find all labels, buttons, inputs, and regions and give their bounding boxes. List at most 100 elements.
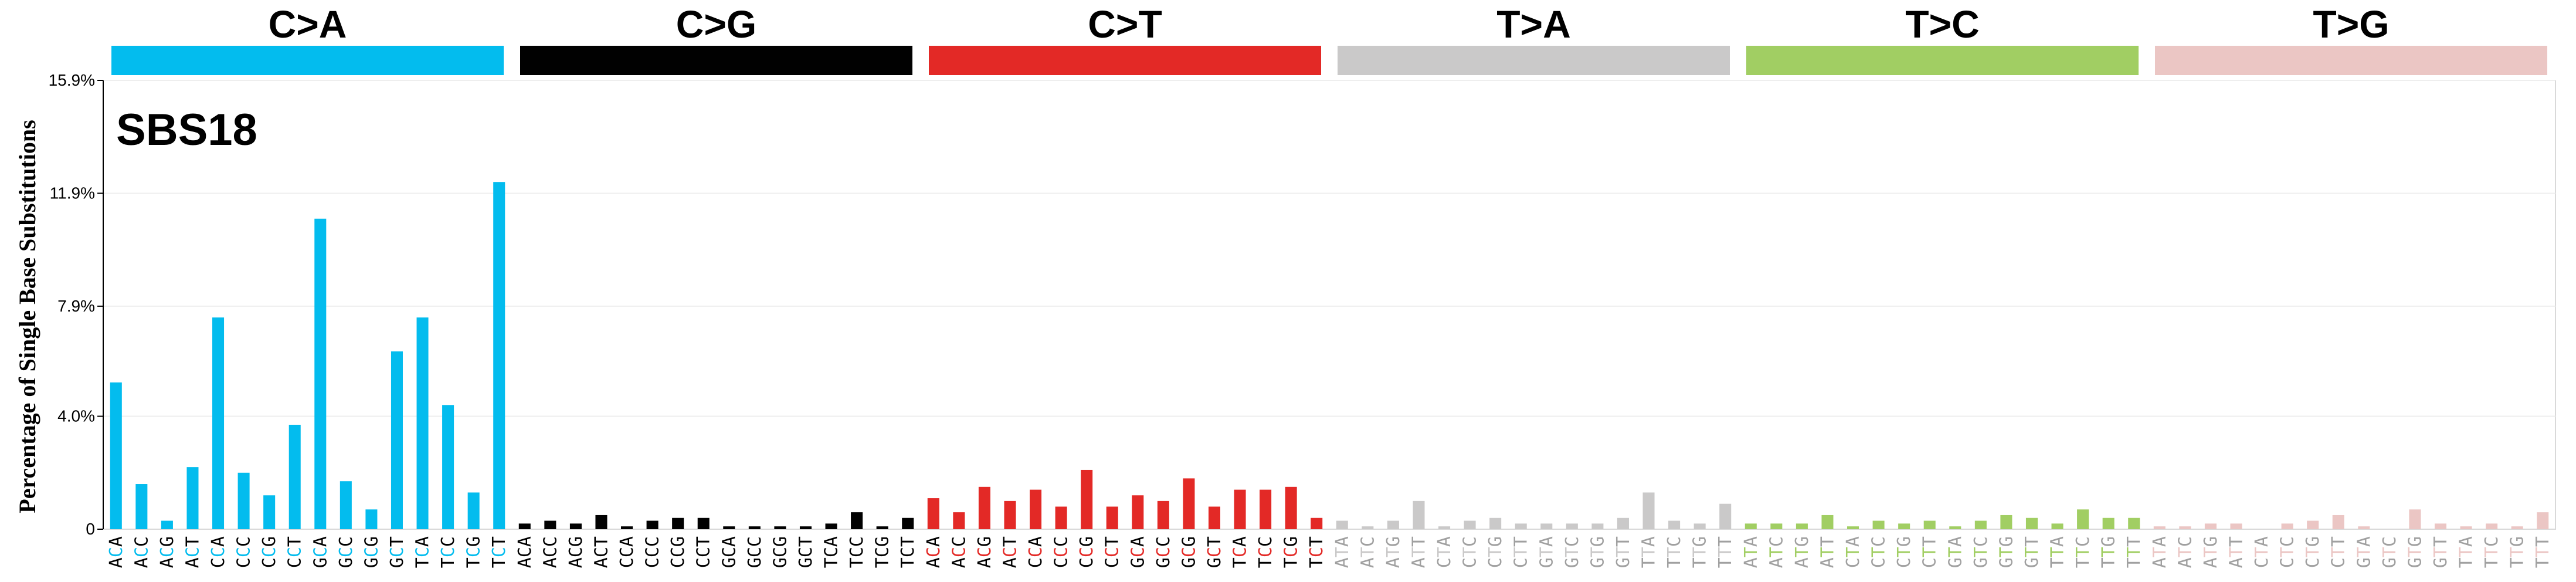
bar xyxy=(1285,486,1297,529)
mutation-type-label: C>A xyxy=(269,2,347,46)
y-axis-label: Percentage of Single Base Substitutions xyxy=(14,120,40,513)
bar xyxy=(876,526,888,529)
bar xyxy=(1055,506,1067,529)
mutation-type-label: T>A xyxy=(1496,2,1571,46)
x-tick-label: CTC xyxy=(2278,536,2298,568)
bar xyxy=(1234,489,1246,529)
x-tick-label: GTA xyxy=(2354,536,2374,568)
bar xyxy=(110,382,122,529)
bar xyxy=(2102,517,2115,529)
x-tick-label: CTG xyxy=(1485,536,1506,568)
x-tick-label: ATG xyxy=(1792,536,1813,568)
bar xyxy=(2179,526,2191,529)
x-tick-label: GCC xyxy=(1153,536,1174,568)
bar xyxy=(1923,520,1936,529)
bar xyxy=(595,515,607,529)
bar xyxy=(340,481,352,529)
bar xyxy=(902,517,914,529)
bar xyxy=(2332,515,2344,529)
x-tick-label: CCG xyxy=(668,536,688,568)
x-tick-label: ACA xyxy=(924,536,944,568)
bar xyxy=(2153,526,2166,529)
x-tick-label: TCT xyxy=(1306,536,1327,568)
x-tick-label: TCC xyxy=(1255,536,1276,568)
x-tick-label: TTC xyxy=(2482,536,2502,568)
x-tick-label: ACT xyxy=(591,536,612,568)
bar xyxy=(1387,520,1399,529)
bar xyxy=(1949,526,1961,529)
bar xyxy=(1413,500,1425,529)
x-tick-label: ATG xyxy=(1383,536,1404,568)
x-tick-label: CTC xyxy=(1460,536,1481,568)
bar xyxy=(2434,523,2446,529)
x-tick-label: GCC xyxy=(745,536,765,568)
x-tick-label: TCA xyxy=(1230,536,1251,568)
bar xyxy=(135,484,148,529)
x-tick-label: GCC xyxy=(336,536,357,568)
bar xyxy=(2358,526,2370,529)
bar xyxy=(1540,523,1553,529)
bar xyxy=(1030,489,1042,529)
bar xyxy=(927,498,939,529)
bar xyxy=(186,467,199,529)
x-tick-label: CTG xyxy=(2303,536,2323,568)
x-tick-label: CCC xyxy=(234,536,254,568)
bar xyxy=(1745,523,1757,529)
x-tick-label: ATT xyxy=(1817,536,1838,568)
mutation-type-label: C>T xyxy=(1088,2,1162,46)
x-tick-label: GCG xyxy=(1179,536,1199,568)
bar xyxy=(2460,526,2472,529)
bar xyxy=(748,526,761,529)
x-tick-label: GCT xyxy=(1204,536,1225,568)
x-tick-label: ATA xyxy=(2150,536,2170,568)
x-tick-label: TTC xyxy=(2073,536,2093,568)
bar xyxy=(1617,517,1629,529)
x-tick-label: ACC xyxy=(540,536,561,568)
bar xyxy=(518,523,531,529)
x-tick-label: GCA xyxy=(719,536,739,568)
x-tick-label: TTA xyxy=(1639,536,1659,568)
x-tick-label: ACA xyxy=(515,536,535,568)
x-tick-label: TTG xyxy=(1690,536,1710,568)
bar xyxy=(2511,526,2523,529)
bar xyxy=(1796,523,1808,529)
bar xyxy=(1183,478,1195,529)
x-tick-label: CTA xyxy=(1843,536,1864,568)
bar xyxy=(851,512,863,529)
bar xyxy=(1311,517,1323,529)
x-tick-label: CCG xyxy=(259,536,280,568)
x-tick-label: ATC xyxy=(1766,536,1787,568)
mutation-type-bar xyxy=(111,46,504,75)
bar xyxy=(391,351,403,529)
bar xyxy=(2051,523,2063,529)
bar xyxy=(2204,523,2217,529)
bar xyxy=(1719,503,1732,529)
x-tick-label: CCT xyxy=(285,536,306,568)
bar xyxy=(774,526,786,529)
x-tick-label: ACC xyxy=(949,536,969,568)
x-tick-label: ATT xyxy=(2226,536,2246,568)
x-tick-label: GCT xyxy=(796,536,816,568)
x-tick-label: TCA xyxy=(413,536,433,568)
bar xyxy=(1106,506,1118,529)
x-tick-label: CTT xyxy=(1511,536,1532,568)
bar xyxy=(1208,506,1220,529)
x-tick-label: CTA xyxy=(2252,536,2272,568)
x-tick-label: CCT xyxy=(1102,536,1123,568)
bar xyxy=(314,218,327,529)
bar xyxy=(1591,523,1604,529)
x-tick-label: GTG xyxy=(1996,536,2017,568)
x-tick-label: GTC xyxy=(1562,536,1583,568)
bar xyxy=(1898,523,1910,529)
x-tick-label: CTT xyxy=(2329,536,2349,568)
x-tick-label: CCC xyxy=(643,536,663,568)
bar xyxy=(467,492,480,529)
x-tick-label: ATC xyxy=(1357,536,1378,568)
x-tick-label: CTC xyxy=(1869,536,1889,568)
y-tick-label: 0 xyxy=(86,520,95,538)
bar xyxy=(2281,523,2293,529)
x-tick-label: CCA xyxy=(1026,536,1046,568)
plot-frame xyxy=(103,80,2556,530)
